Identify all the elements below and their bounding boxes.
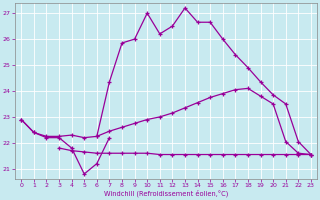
X-axis label: Windchill (Refroidissement éolien,°C): Windchill (Refroidissement éolien,°C) <box>104 190 228 197</box>
